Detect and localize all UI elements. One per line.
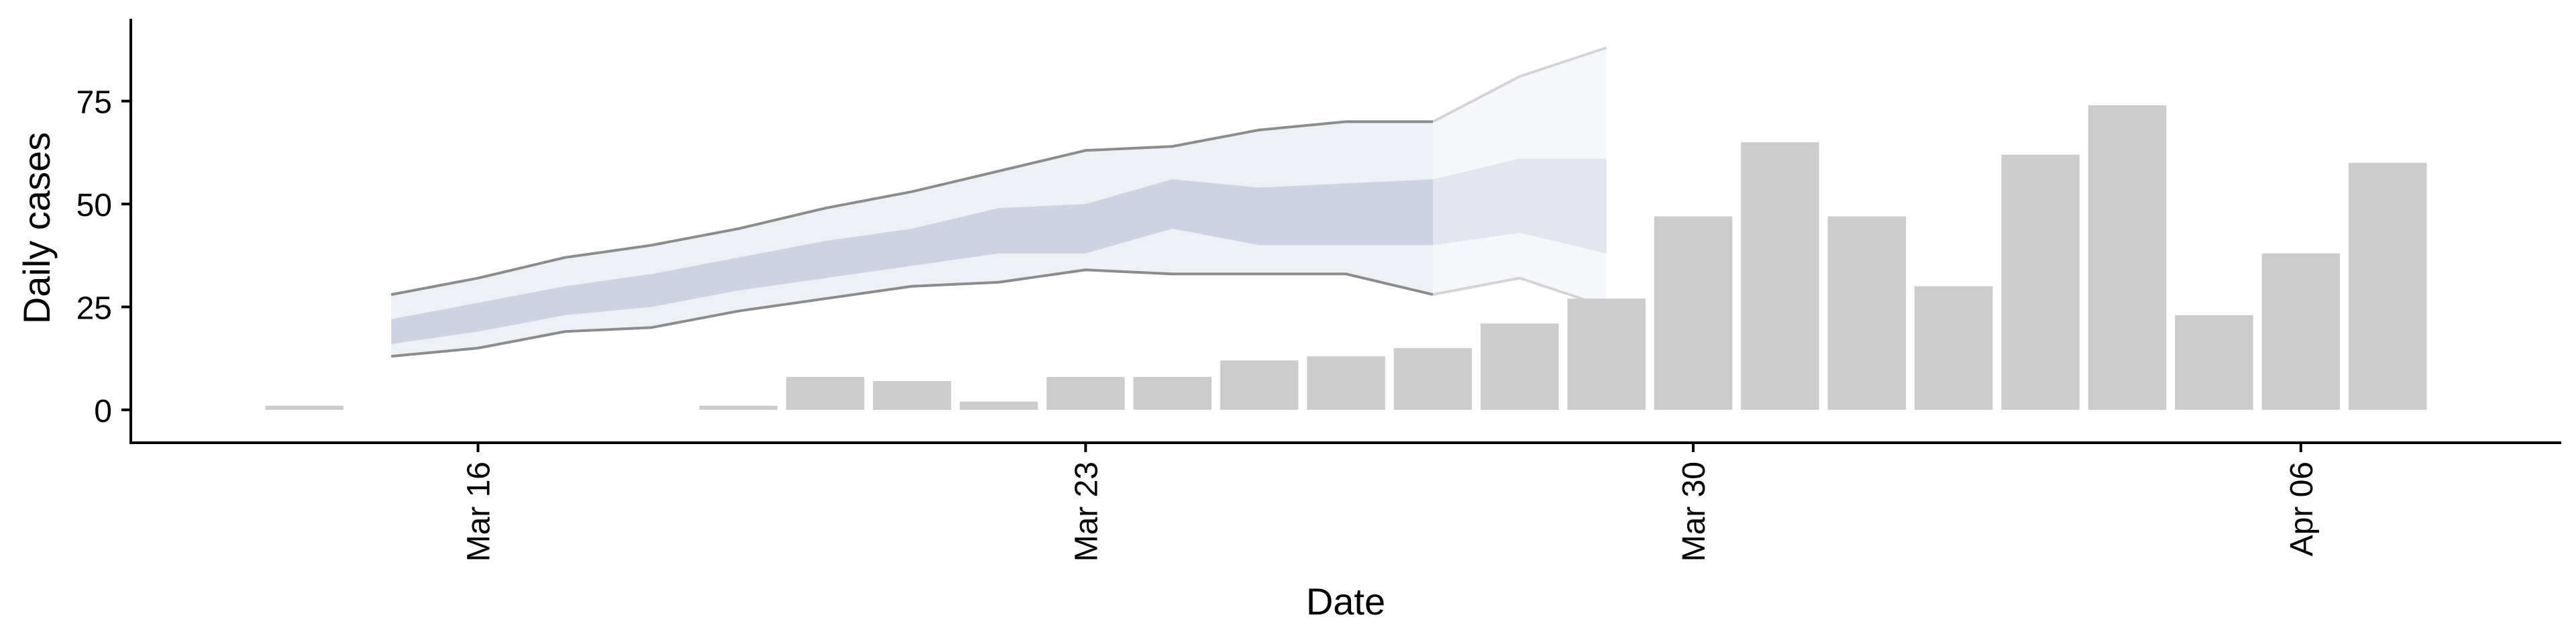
upper-bound-line-projected xyxy=(1432,46,1607,123)
y-tick-label-25: 25 xyxy=(76,291,112,327)
bar-2020-04-05 xyxy=(2175,315,2253,410)
x-ticks: Mar 16 Mar 23 Mar 30 Apr 06 xyxy=(462,443,2320,561)
y-tick-label-50: 50 xyxy=(76,188,112,223)
x-axis-title: Date xyxy=(1306,580,1385,623)
bar-2020-03-22 xyxy=(959,401,1038,410)
upper-bound-line xyxy=(390,120,1433,297)
bar-2020-03-30 xyxy=(1654,216,1733,410)
x-tick-label-2020-03-30: Mar 30 xyxy=(1676,462,1712,561)
inner-band-projected xyxy=(1432,158,1607,254)
bar-2020-03-27 xyxy=(1393,347,1472,410)
bar-2020-04-06 xyxy=(2261,253,2341,410)
daily-case-bars xyxy=(265,105,2427,411)
bar-2020-04-04 xyxy=(2088,105,2167,410)
bar-2020-03-19 xyxy=(699,405,777,410)
bar-2020-03-14 xyxy=(265,405,344,410)
bar-2020-03-25 xyxy=(1220,360,1299,410)
x-tick-label-2020-04-06: Apr 06 xyxy=(2284,462,2320,556)
outer-band-projected xyxy=(1432,48,1607,307)
bar-2020-03-26 xyxy=(1307,356,1385,410)
bar-2020-03-23 xyxy=(1046,376,1125,410)
y-ticks: 0 25 50 75 xyxy=(76,85,131,429)
bar-2020-03-28 xyxy=(1481,323,1559,410)
x-tick-label-2020-03-23: Mar 23 xyxy=(1069,462,1104,561)
x-tick-label-2020-03-16: Mar 16 xyxy=(462,462,497,561)
bar-2020-04-07 xyxy=(2349,162,2427,411)
y-tick-label-75: 75 xyxy=(76,85,112,121)
inner-band xyxy=(391,179,1433,344)
lower-bound-line-projected xyxy=(1432,276,1607,309)
lower-bound-line xyxy=(391,268,1434,358)
estimate-ribbon xyxy=(390,46,1607,358)
bar-2020-03-29 xyxy=(1567,299,1646,410)
bar-2020-03-31 xyxy=(1741,142,1819,410)
bar-2020-04-01 xyxy=(1827,216,1907,410)
bar-2020-03-21 xyxy=(873,381,951,410)
bar-2020-03-24 xyxy=(1133,376,1212,410)
axes xyxy=(129,19,2561,444)
y-tick-label-0: 0 xyxy=(94,394,112,429)
bar-2020-03-20 xyxy=(786,376,865,410)
bar-2020-04-03 xyxy=(2001,154,2080,410)
bar-2020-04-02 xyxy=(1915,286,1993,410)
y-axis-title: Daily cases xyxy=(15,132,58,324)
